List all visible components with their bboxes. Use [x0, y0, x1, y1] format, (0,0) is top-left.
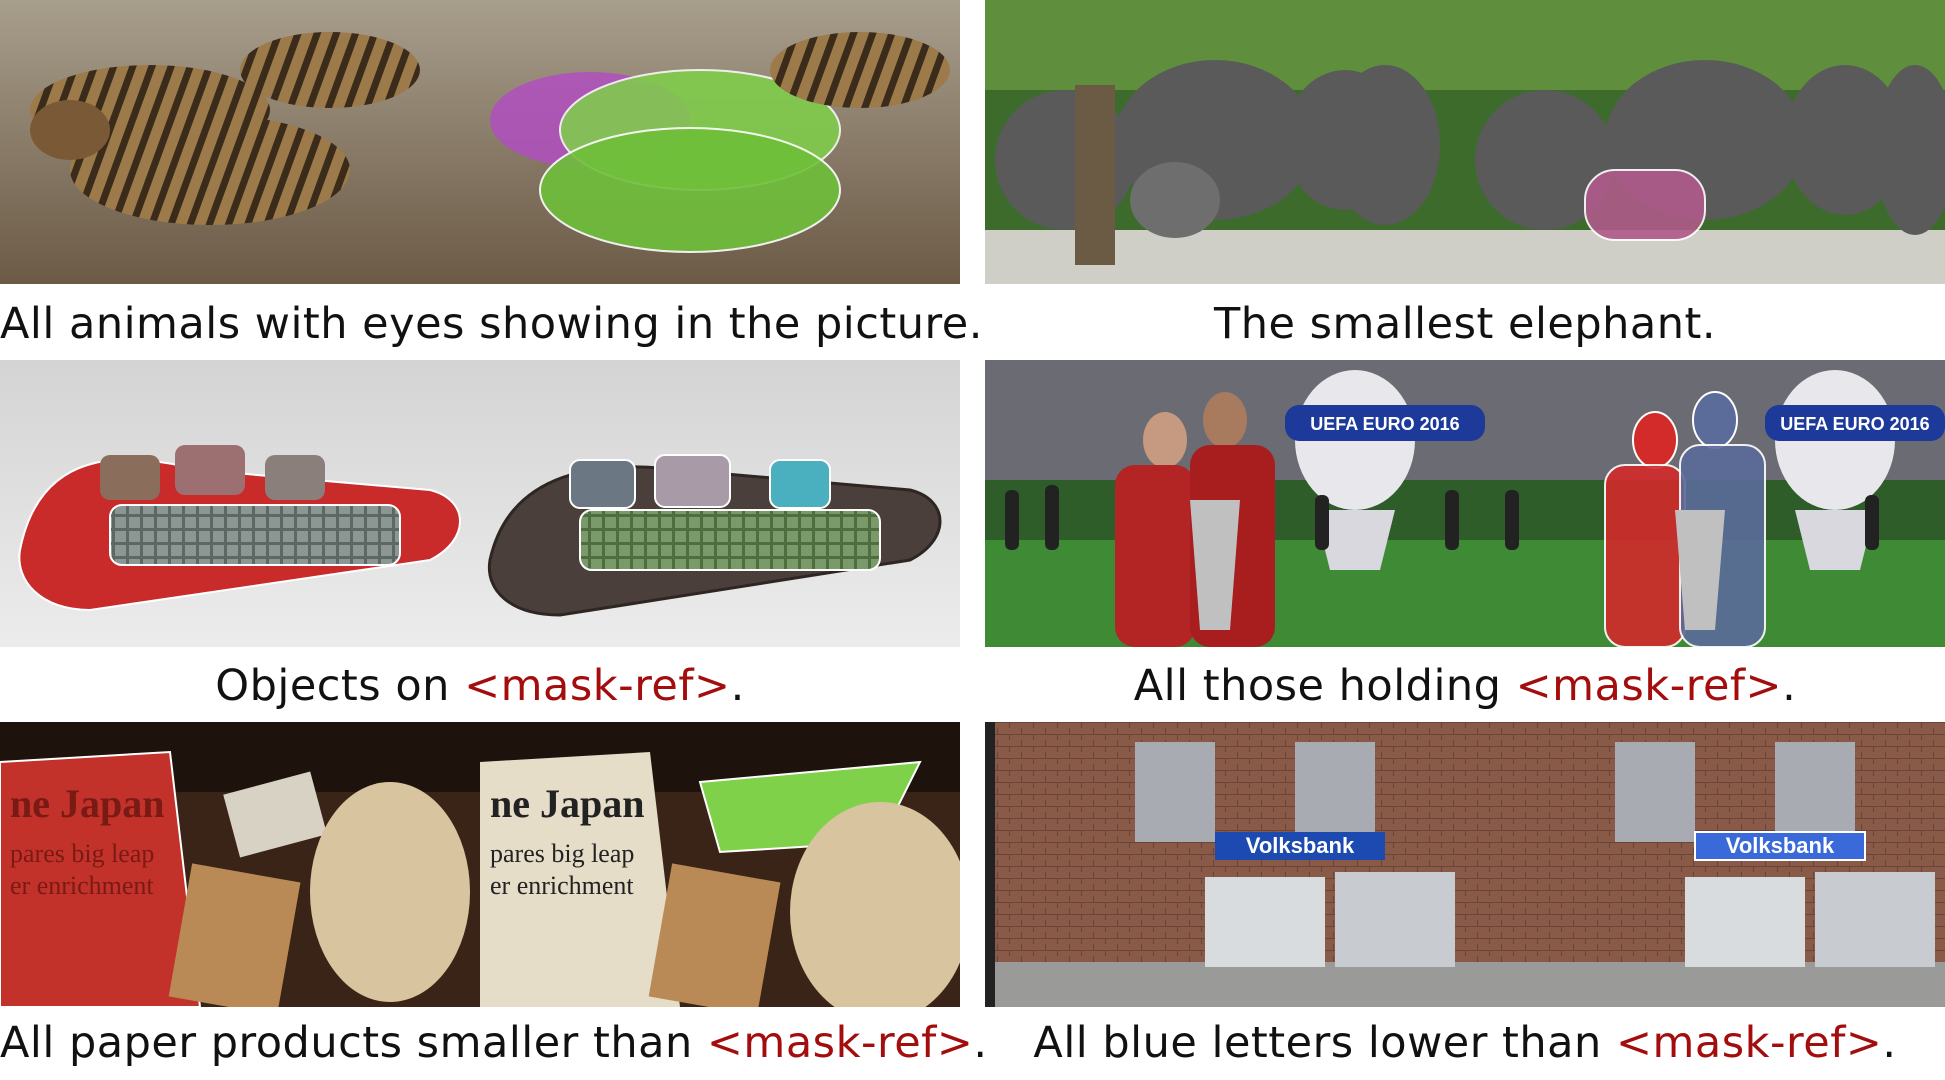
mask-ref-token: <mask-ref>	[1615, 1018, 1883, 1068]
newspaper-line-1: pares big leap	[10, 839, 154, 868]
newspaper-original: ne Japan pares big leap er enrichment	[480, 752, 960, 1007]
euro-2016-image: UEFA EURO 2016 UEFA EURO 2016	[985, 360, 1945, 647]
piglet-masks	[490, 32, 950, 253]
panel-boar-piglets	[0, 0, 960, 284]
sign-masked	[1694, 831, 1866, 861]
panel-euro-2016: UEFA EURO 2016 UEFA EURO 2016	[985, 360, 1945, 647]
newspaper-headline-2: ne Japan	[490, 781, 645, 826]
sign-text-masked: Volksbank	[1726, 833, 1835, 858]
sofa-wicker	[487, 454, 942, 617]
uefa-banner-left-text: UEFA EURO 2016	[1310, 414, 1459, 434]
caption-text: The smallest elephant.	[1213, 299, 1717, 349]
caption-2-right: All those holding <mask-ref>.	[985, 651, 1945, 721]
uefa-banner-left	[1285, 405, 1485, 441]
caption-1-right: The smallest elephant.	[985, 289, 1945, 359]
caption-suffix: .	[973, 1018, 988, 1068]
caption-text: All animals with eyes showing in the pic…	[0, 299, 983, 349]
newspaper-line-2: er enrichment	[10, 871, 154, 900]
uefa-banner-right	[1765, 405, 1945, 441]
mask-ref-token: <mask-ref>	[706, 1018, 974, 1068]
mask-ref-token: <mask-ref>	[1515, 661, 1783, 711]
facade-masked: Volksbank	[1615, 742, 1935, 967]
sofa-masked	[18, 445, 461, 612]
uefa-banner-right-text: UEFA EURO 2016	[1780, 414, 1929, 434]
wicker-sofa-image	[0, 360, 960, 647]
caption-3-right: All blue letters lower than <mask-ref>.	[985, 1008, 1945, 1078]
caption-text: All blue letters lower than	[1033, 1018, 1616, 1068]
caption-2-left: Objects on <mask-ref>.	[0, 651, 960, 721]
sign-text: Volksbank	[1246, 833, 1355, 858]
panel-bank-facade: Volksbank Volksbank	[985, 722, 1945, 1007]
newspaper-line-2b: er enrichment	[490, 871, 634, 900]
sign-original	[1215, 832, 1385, 860]
mask-ref-token: <mask-ref>	[464, 661, 731, 711]
caption-suffix: .	[1882, 1018, 1897, 1068]
boar-piglets-image	[0, 0, 960, 284]
players-masked	[1604, 391, 1766, 647]
caption-suffix: .	[1782, 661, 1797, 711]
caption-text: All those holding	[1133, 661, 1516, 711]
caption-3-left: All paper products smaller than <mask-re…	[0, 1008, 987, 1078]
caption-text: All paper products smaller than	[0, 1018, 707, 1068]
elephants-image	[985, 0, 1945, 284]
caption-text: Objects on	[215, 661, 465, 711]
piglet-original	[30, 32, 420, 225]
caption-suffix: .	[730, 661, 745, 711]
panel-newspaper: ne Japan pares big leap er enrichment ne…	[0, 722, 960, 1007]
bank-facade-image: Volksbank Volksbank	[985, 722, 1945, 1007]
elephants-masked	[1475, 60, 1945, 241]
newspaper-line-1b: pares big leap	[490, 839, 634, 868]
players-original	[1115, 392, 1275, 647]
newspaper-headline: ne Japan	[10, 781, 165, 826]
facade-original: Volksbank	[985, 722, 1455, 1007]
caption-1-left: All animals with eyes showing in the pic…	[0, 289, 982, 359]
panel-wicker-sofa	[0, 360, 960, 647]
crowd-silhouettes	[1005, 485, 1879, 550]
panel-elephants	[985, 0, 1945, 284]
elephants-original	[995, 60, 1440, 265]
newspaper-image: ne Japan pares big leap er enrichment ne…	[0, 722, 960, 1007]
newspaper-masked: ne Japan pares big leap er enrichment	[0, 750, 470, 1007]
